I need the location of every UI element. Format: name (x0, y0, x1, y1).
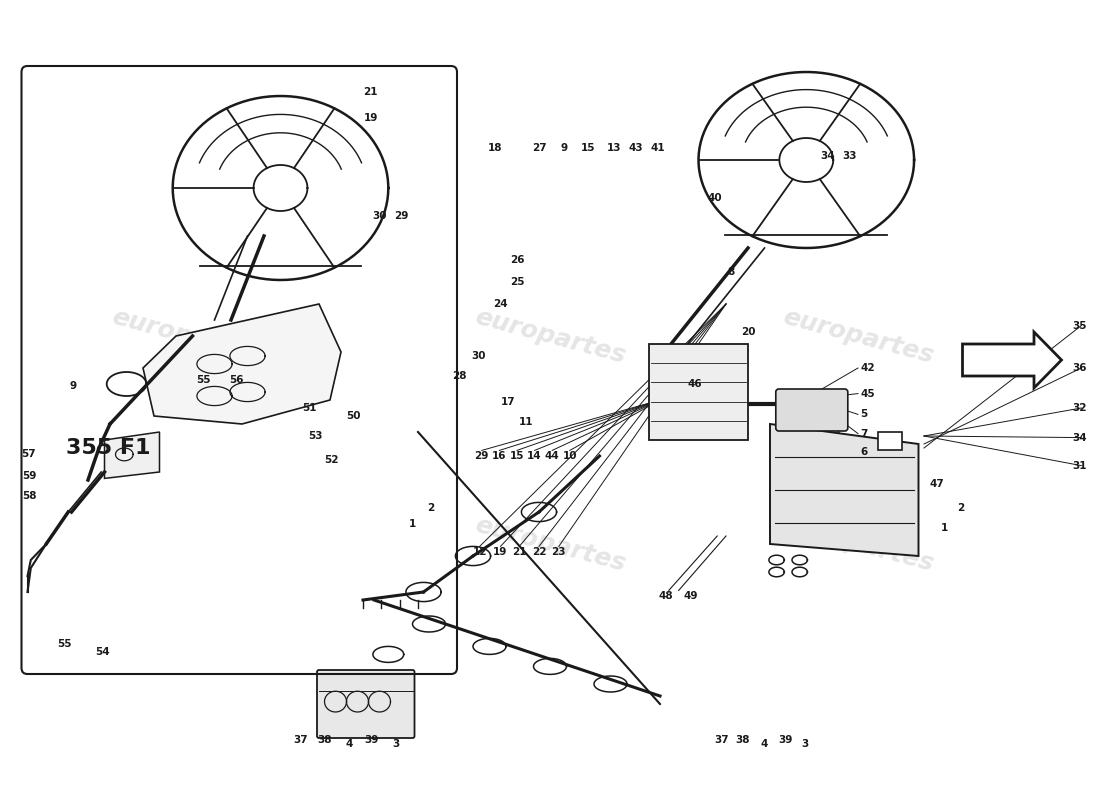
Text: 42: 42 (860, 363, 875, 373)
Text: europartes: europartes (780, 512, 936, 576)
Text: 28: 28 (452, 371, 468, 381)
Text: 1: 1 (409, 519, 417, 529)
Text: 3: 3 (802, 739, 808, 749)
Text: 7: 7 (860, 429, 868, 438)
Text: 14: 14 (527, 451, 542, 461)
Text: 20: 20 (740, 327, 756, 337)
Text: 47: 47 (930, 479, 944, 489)
Text: 17: 17 (500, 397, 516, 406)
Text: 39: 39 (778, 735, 793, 745)
Text: 22: 22 (531, 547, 547, 557)
Text: 37: 37 (714, 735, 729, 745)
Text: 19: 19 (363, 114, 378, 123)
Text: 43: 43 (628, 143, 643, 153)
Text: 21: 21 (512, 547, 527, 557)
Text: 23: 23 (551, 547, 566, 557)
Text: 1: 1 (940, 523, 948, 533)
Text: 2: 2 (427, 503, 434, 513)
Text: 53: 53 (308, 431, 322, 441)
Text: 34: 34 (820, 151, 835, 161)
Text: 32: 32 (1072, 403, 1087, 413)
Text: 29: 29 (394, 211, 409, 221)
Text: 21: 21 (363, 87, 378, 97)
Text: 55: 55 (57, 639, 72, 649)
Text: 6: 6 (860, 447, 868, 457)
Text: 33: 33 (842, 151, 857, 161)
Bar (878, 432, 902, 450)
Text: 57: 57 (22, 450, 36, 459)
Text: europartes: europartes (780, 304, 936, 368)
Polygon shape (104, 432, 160, 478)
Text: 38: 38 (317, 735, 332, 745)
Text: 58: 58 (22, 491, 36, 501)
Polygon shape (770, 424, 918, 556)
Text: 10: 10 (562, 451, 578, 461)
Text: 4: 4 (345, 739, 352, 749)
Text: 27: 27 (531, 143, 547, 153)
Text: 45: 45 (860, 389, 875, 398)
Text: 8: 8 (728, 267, 735, 277)
Text: 15: 15 (509, 451, 525, 461)
Text: europartes: europartes (472, 512, 628, 576)
Text: 18: 18 (487, 143, 503, 153)
Text: 11: 11 (518, 418, 534, 427)
Text: 52: 52 (324, 455, 339, 465)
Text: 19: 19 (493, 547, 508, 557)
FancyBboxPatch shape (776, 389, 848, 431)
Text: 9: 9 (561, 143, 568, 153)
Text: 39: 39 (364, 735, 380, 745)
Text: 36: 36 (1072, 363, 1087, 373)
Text: 24: 24 (493, 299, 508, 309)
Text: 54: 54 (96, 647, 110, 657)
Text: 38: 38 (735, 735, 750, 745)
Text: 25: 25 (509, 278, 525, 287)
Text: 50: 50 (346, 411, 361, 421)
FancyBboxPatch shape (317, 670, 415, 738)
Text: europartes: europartes (109, 304, 265, 368)
Text: 355 F1: 355 F1 (66, 438, 151, 458)
Text: 44: 44 (544, 451, 560, 461)
Text: 3: 3 (393, 739, 399, 749)
Text: 59: 59 (22, 471, 36, 481)
Text: 55: 55 (196, 375, 211, 385)
Text: 34: 34 (1072, 433, 1087, 442)
Text: 2: 2 (957, 503, 965, 513)
Text: 40: 40 (707, 194, 723, 203)
Polygon shape (143, 304, 341, 424)
Text: 29: 29 (474, 451, 490, 461)
Text: 35: 35 (1072, 321, 1087, 330)
Text: 56: 56 (229, 375, 244, 385)
Text: 9: 9 (70, 381, 77, 390)
Text: 37: 37 (293, 735, 308, 745)
Text: 46: 46 (688, 379, 703, 389)
Text: 48: 48 (658, 591, 673, 601)
Text: 5: 5 (860, 410, 868, 419)
Text: 31: 31 (1072, 461, 1087, 470)
Text: 16: 16 (492, 451, 507, 461)
Text: 13: 13 (606, 143, 621, 153)
Text: 30: 30 (372, 211, 387, 221)
Text: 12: 12 (472, 547, 487, 557)
Text: europartes: europartes (472, 304, 628, 368)
Text: 49: 49 (683, 591, 698, 601)
Text: 26: 26 (509, 255, 525, 265)
Bar (649, 344, 748, 440)
Text: 51: 51 (302, 403, 317, 413)
Text: 41: 41 (650, 143, 666, 153)
Text: 30: 30 (471, 351, 486, 361)
Text: 15: 15 (581, 143, 596, 153)
Text: 4: 4 (761, 739, 768, 749)
Polygon shape (962, 332, 1062, 388)
